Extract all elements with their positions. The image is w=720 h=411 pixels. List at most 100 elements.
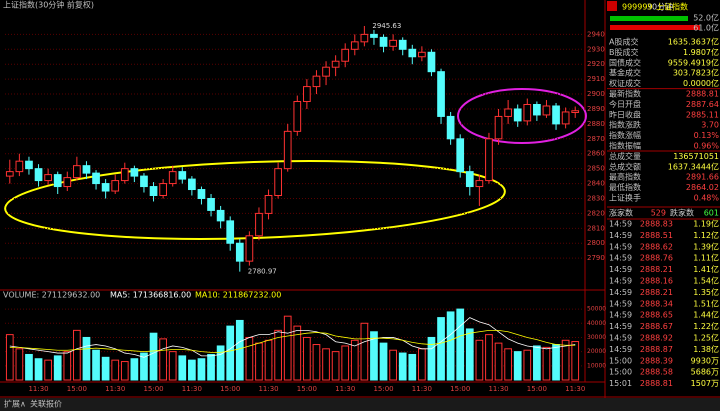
candle-body	[44, 174, 52, 182]
icon[interactable]	[607, 1, 617, 11]
volume-bar	[303, 336, 311, 381]
trade-time: 14:59	[609, 254, 632, 263]
volume-bar	[82, 336, 91, 381]
panel-label: 今日开盘	[609, 99, 641, 109]
candle-body	[92, 172, 100, 185]
panel-value: 2864.02	[686, 183, 719, 192]
candle-body	[485, 138, 493, 182]
candle-body	[360, 33, 369, 43]
candle-body	[255, 212, 263, 237]
candle-body	[504, 108, 512, 117]
panel-label: 昨日收盘	[609, 109, 641, 119]
volume-bar	[120, 361, 129, 381]
volume-bar	[456, 308, 465, 381]
y-tick-label: 2920	[587, 60, 605, 68]
trade-price: 2888.81	[640, 379, 673, 388]
x-tick-label: 11:30	[412, 385, 432, 393]
candle-body	[465, 171, 474, 188]
candle-body	[73, 165, 81, 179]
y-tick-label: 2810	[587, 224, 605, 232]
trade-volume: 1.22亿	[693, 321, 719, 331]
y-tick-label: 2890	[587, 105, 605, 113]
volume-bar	[63, 351, 72, 381]
panel-value: 3.70	[701, 121, 719, 130]
volume-bar	[322, 348, 330, 381]
y-tick-label: 50000	[587, 306, 606, 313]
panel-label: 指数涨跌	[609, 120, 641, 130]
volume-bar	[533, 345, 541, 381]
volume-bar	[513, 351, 522, 381]
x-tick-label: 11:30	[565, 385, 585, 393]
trade-volume: 1.19亿	[693, 219, 719, 229]
tab[interactable]: 关联报价	[30, 399, 62, 409]
trade-time: 15:00	[609, 368, 632, 377]
y-tick-label: 2840	[587, 180, 605, 188]
volume-bar	[312, 344, 321, 381]
candle-body	[322, 66, 330, 77]
candle-body	[312, 75, 321, 88]
trade-time: 14:59	[609, 322, 632, 331]
tab[interactable]: 扩展∧	[4, 399, 26, 409]
volume-bar	[73, 329, 81, 381]
volume-bar	[427, 336, 436, 381]
chart-title: 上证指数(30分钟 前复权)	[3, 0, 94, 10]
volume-bar	[283, 315, 292, 381]
panel-label: 总成交额	[609, 161, 641, 171]
breadth: 601	[704, 209, 719, 218]
panel-value: 2891.66	[686, 173, 719, 182]
volume-bar	[207, 353, 215, 381]
bar-value: 52.0亿	[693, 13, 719, 23]
trade-time: 14:59	[609, 231, 632, 240]
candle-body	[350, 41, 359, 50]
trade-price: 2888.67	[640, 322, 673, 331]
panel-label: 指数涨幅	[609, 130, 641, 140]
volume-bar	[446, 311, 455, 381]
panel-value: 2887.64	[686, 100, 719, 109]
panel-label: 最低指数	[609, 182, 641, 192]
candle-body	[446, 115, 455, 140]
trade-time: 15:01	[609, 379, 632, 388]
y-tick-label: 2930	[587, 45, 605, 53]
panel-label: 最高指数	[609, 172, 641, 182]
y-tick-label: 2790	[587, 254, 605, 262]
bar	[610, 25, 700, 30]
y-tick-label: 2940	[587, 30, 605, 38]
breadth: 529	[651, 209, 666, 218]
candle-body	[437, 71, 445, 117]
candle-body	[149, 186, 158, 197]
panel-value: 1.9807亿	[683, 47, 719, 57]
candle-body	[379, 36, 388, 47]
trade-volume: 1.39亿	[693, 241, 719, 251]
volume-bar	[542, 346, 551, 381]
trade-volume: 1.51亿	[693, 298, 719, 308]
candle-body	[398, 39, 407, 50]
volume-bar	[140, 352, 148, 381]
candle-body	[130, 168, 139, 177]
candle-body	[331, 60, 340, 68]
x-tick-label: 15:00	[450, 385, 470, 393]
x-tick-label: 15:00	[220, 385, 240, 393]
panel-value: 0.0000亿	[683, 78, 719, 88]
toolbar	[0, 398, 720, 411]
panel-label: A股成交	[609, 37, 638, 47]
volume-bar	[408, 353, 417, 381]
candle-body	[216, 209, 225, 222]
ma10-line	[9, 329, 576, 353]
ma10-legend: MA10: 211867232.00	[195, 291, 281, 300]
candle-body	[101, 183, 110, 192]
candle-body	[25, 160, 33, 170]
volume-bar	[92, 349, 100, 381]
volume-bar	[504, 348, 512, 381]
volume-bar	[398, 352, 407, 381]
candle-body	[274, 168, 282, 197]
volume-bar	[475, 339, 484, 381]
volume-bar	[293, 325, 302, 381]
ma5-line	[9, 317, 576, 358]
y-tick-label: 2910	[587, 75, 605, 83]
volume-bar	[523, 349, 532, 381]
panel-label: 指数振幅	[609, 141, 641, 151]
candle-body	[63, 177, 72, 188]
panel-value: 9559.4919亿	[668, 57, 719, 67]
